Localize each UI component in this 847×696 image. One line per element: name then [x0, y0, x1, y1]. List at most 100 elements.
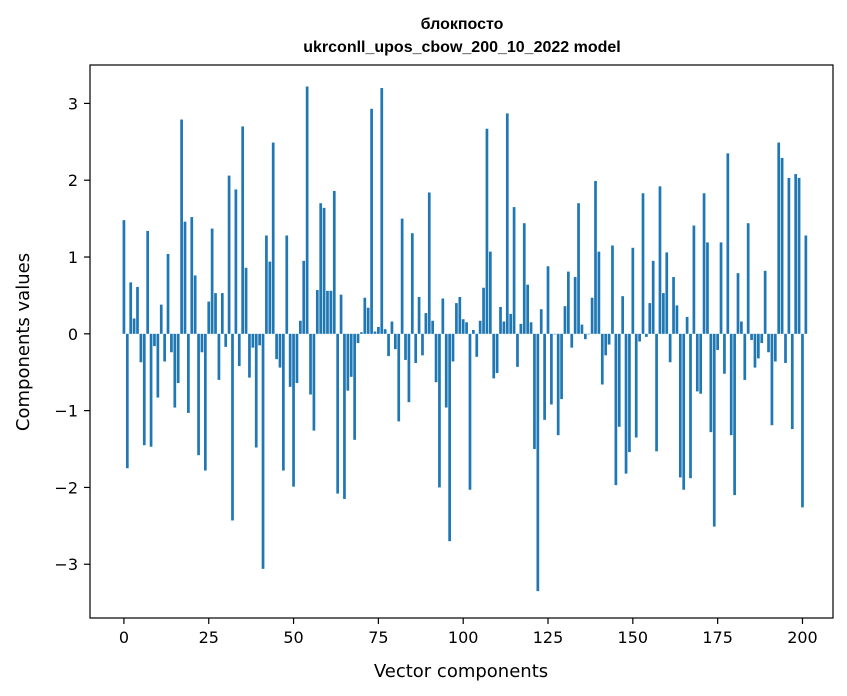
bar-component-140 [597, 251, 601, 334]
bar-component-112 [502, 321, 506, 334]
bar-component-198 [794, 174, 798, 334]
bar-component-170 [699, 333, 703, 394]
bar-component-9 [153, 333, 156, 347]
bar-component-42 [265, 235, 268, 334]
bar-component-167 [689, 333, 692, 479]
bar-component-178 [726, 153, 730, 334]
bar-component-51 [295, 333, 299, 383]
bar-component-1 [125, 333, 129, 469]
bar-component-143 [607, 333, 611, 345]
bar-component-191 [770, 333, 774, 426]
bar-component-94 [441, 298, 445, 334]
bar-component-200 [801, 333, 804, 508]
bar-component-124 [543, 333, 546, 420]
bar-component-113 [505, 113, 509, 334]
bar-component-62 [332, 190, 336, 334]
bar-component-11 [159, 304, 163, 334]
bar-component-14 [170, 333, 173, 353]
bar-component-136 [583, 333, 587, 340]
y-tick-label: −2 [54, 478, 78, 497]
bar-component-60 [326, 290, 329, 334]
bar-component-139 [594, 180, 597, 334]
bar-component-15 [173, 333, 177, 408]
bar-component-83 [404, 333, 407, 360]
bar-component-4 [136, 286, 139, 334]
bar-component-166 [685, 316, 689, 334]
bar-component-79 [390, 321, 394, 334]
bar-component-50 [292, 333, 295, 487]
bar-component-177 [723, 333, 726, 374]
x-tick-label: 125 [533, 628, 564, 647]
bar-component-44 [271, 142, 275, 334]
bar-component-153 [641, 193, 645, 334]
bar-series [122, 86, 808, 592]
bar-component-86 [414, 333, 418, 364]
bar-component-129 [560, 333, 563, 400]
bar-component-70 [360, 332, 363, 334]
bar-component-111 [499, 306, 502, 334]
bar-component-90 [427, 192, 431, 334]
bar-component-197 [790, 333, 794, 430]
bar-component-119 [526, 284, 530, 334]
bar-component-186 [753, 333, 757, 368]
bar-component-27 [214, 293, 217, 334]
bar-component-110 [495, 333, 499, 373]
bar-component-66 [346, 333, 350, 391]
bar-component-164 [678, 333, 682, 478]
bar-component-29 [220, 293, 224, 334]
bar-component-160 [665, 252, 669, 334]
bar-component-181 [736, 273, 740, 334]
bar-component-152 [638, 333, 641, 342]
bar-component-54 [305, 86, 309, 334]
bar-component-52 [298, 320, 302, 334]
bar-component-40 [258, 333, 261, 346]
x-tick-label: 0 [119, 628, 129, 647]
bar-component-154 [645, 333, 648, 337]
bar-component-135 [580, 324, 584, 334]
bar-component-123 [539, 309, 543, 334]
bar-component-6 [142, 333, 146, 446]
bar-component-33 [234, 189, 238, 334]
bar-component-120 [529, 322, 533, 334]
bar-component-39 [254, 333, 258, 448]
bar-component-121 [533, 333, 536, 450]
bar-component-71 [363, 297, 367, 334]
x-tick-label: 150 [618, 628, 649, 647]
bar-component-45 [275, 333, 278, 360]
bar-component-19 [187, 333, 190, 413]
bar-component-130 [563, 306, 567, 334]
bar-component-32 [231, 333, 234, 521]
bar-component-56 [312, 333, 316, 431]
bar-component-151 [634, 333, 638, 438]
bar-component-194 [780, 157, 784, 334]
bar-component-146 [617, 333, 621, 427]
bar-component-34 [237, 333, 241, 367]
bar-component-98 [455, 303, 458, 334]
bar-component-190 [767, 333, 770, 353]
bar-component-193 [777, 142, 781, 334]
bar-component-30 [224, 333, 228, 347]
bar-component-117 [519, 323, 523, 334]
bar-component-182 [740, 321, 743, 334]
bar-component-31 [227, 175, 231, 334]
bar-component-61 [329, 290, 333, 334]
bar-component-41 [261, 333, 265, 569]
bar-component-125 [546, 266, 550, 334]
bar-component-145 [614, 333, 618, 486]
bar-component-180 [733, 333, 736, 496]
bar-component-159 [662, 293, 665, 334]
bar-component-47 [282, 333, 285, 471]
bar-component-89 [424, 313, 428, 334]
bar-component-28 [217, 333, 221, 380]
x-tick-label: 200 [787, 628, 818, 647]
bar-component-138 [590, 297, 594, 334]
bar-component-174 [712, 333, 716, 527]
bar-component-128 [556, 333, 560, 436]
bar-component-80 [393, 333, 397, 350]
bar-component-12 [163, 333, 166, 362]
bar-component-84 [407, 333, 411, 403]
bar-component-131 [567, 271, 570, 334]
bar-component-187 [757, 333, 760, 359]
bar-component-13 [166, 253, 170, 334]
